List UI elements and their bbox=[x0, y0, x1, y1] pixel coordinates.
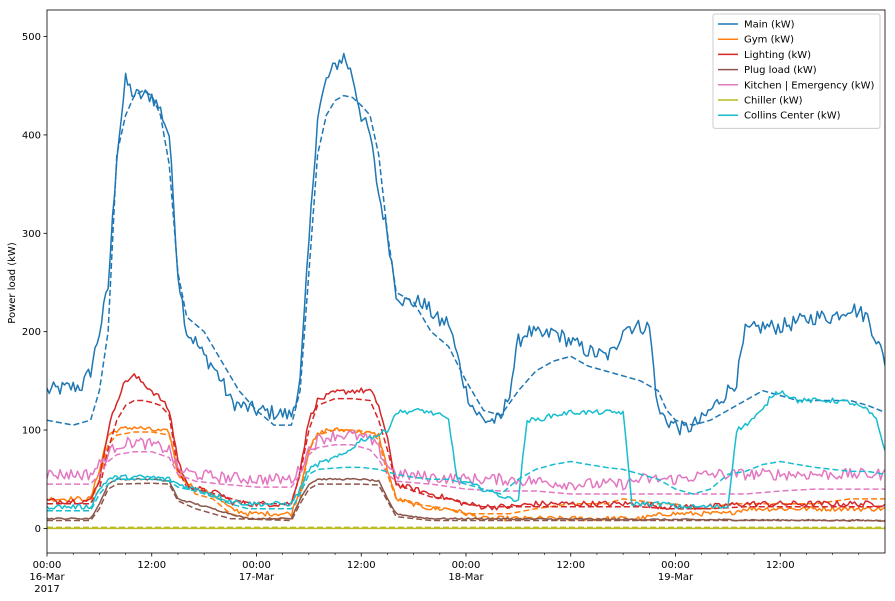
x-tick-label: 00:00 bbox=[242, 560, 271, 571]
series-line-0 bbox=[47, 52, 885, 436]
series-line-7-dashed bbox=[47, 482, 885, 522]
legend-entry: Lighting (kW) bbox=[744, 50, 811, 61]
series-line-3-dashed bbox=[47, 429, 885, 520]
x-tick-label: 19-Mar bbox=[658, 572, 694, 583]
series-lines bbox=[47, 52, 885, 530]
x-tick-label: 00:00 bbox=[452, 560, 481, 571]
legend-entry: Chiller (kW) bbox=[744, 96, 803, 107]
legend-entry: Plug load (kW) bbox=[744, 65, 817, 76]
legend-entry: Gym (kW) bbox=[744, 35, 794, 46]
legend-entry: Collins Center (kW) bbox=[744, 111, 841, 122]
x-tick-label: 12:00 bbox=[556, 560, 585, 571]
x-tick-label: 00:00 bbox=[661, 560, 690, 571]
series-line-12 bbox=[47, 390, 885, 510]
x-tick-label: 12:00 bbox=[347, 560, 376, 571]
legend-entry: Kitchen | Emergency (kW) bbox=[744, 80, 874, 91]
series-line-5-dashed bbox=[47, 397, 885, 510]
y-tick-label: 200 bbox=[22, 327, 41, 338]
legend-entry: Main (kW) bbox=[744, 20, 795, 31]
legend-box bbox=[712, 13, 881, 129]
x-tick-label: 12:00 bbox=[766, 560, 795, 571]
y-axis-label: Power load (kW) bbox=[7, 242, 18, 324]
series-line-4 bbox=[47, 373, 885, 511]
x-tick-label: 17-Mar bbox=[239, 572, 275, 583]
y-tick-label: 300 bbox=[22, 229, 41, 240]
y-tick-label: 100 bbox=[22, 426, 41, 437]
series-line-9-dashed bbox=[47, 444, 885, 495]
x-tick-label: 12:00 bbox=[137, 560, 166, 571]
series-line-8 bbox=[47, 429, 885, 491]
legend: Main (kW) Gym (kW) Lighting (kW) Plug load … bbox=[712, 13, 881, 129]
y-tick-label: 500 bbox=[22, 32, 41, 43]
x-tick-label: 2017 bbox=[34, 584, 59, 595]
x-tick-label: 18-Mar bbox=[448, 572, 484, 583]
series-line-13-dashed bbox=[47, 460, 885, 512]
x-tick-label: 16-Mar bbox=[29, 572, 65, 583]
series-line-1-dashed bbox=[47, 89, 885, 426]
y-tick-label: 400 bbox=[22, 130, 41, 141]
x-tick-label: 00:00 bbox=[33, 560, 62, 571]
series-line-6 bbox=[47, 477, 885, 522]
y-tick-label: 0 bbox=[35, 524, 41, 535]
